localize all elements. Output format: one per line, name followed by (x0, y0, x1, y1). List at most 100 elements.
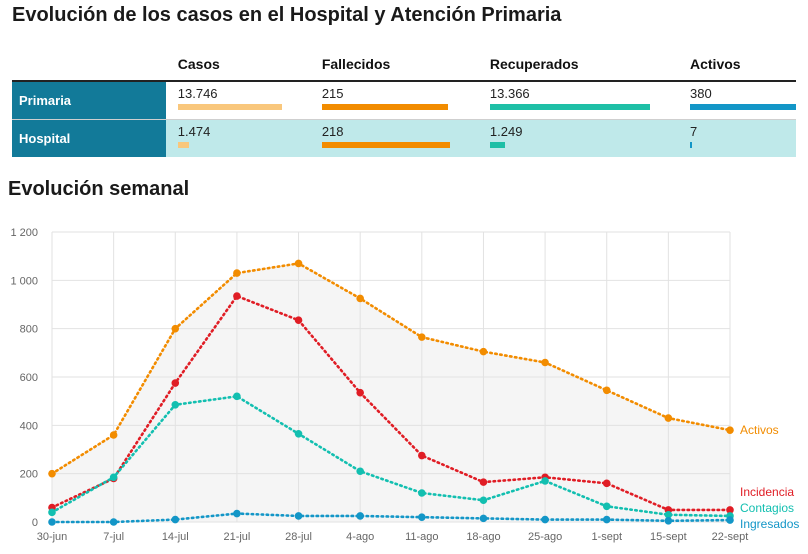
data-point-contagios (233, 392, 241, 401)
data-point-incidencia (479, 478, 488, 486)
data-point-ingresados (479, 514, 488, 523)
value-hospital-activos: 7 (690, 124, 698, 139)
cell-hospital-fallecidos: 218 (309, 119, 478, 157)
bar-primaria-recuperados (489, 104, 650, 110)
cell-primaria-recuperados: 13.366 (477, 81, 678, 120)
summary-col-recuperados: Recuperados (477, 52, 678, 82)
y-tick-label: 1 000 (10, 275, 38, 287)
data-point-activos (171, 324, 180, 333)
cell-primaria-fallecidos: 215 (309, 81, 478, 120)
data-point-incidencia (171, 379, 180, 387)
data-point-contagios (602, 502, 611, 511)
y-tick-label: 400 (20, 420, 38, 432)
page-title: Evolución de los casos en el Hospital y … (12, 4, 562, 26)
row-label-primaria: Primaria (12, 81, 166, 120)
value-hospital-recuperados: 1.249 (489, 124, 523, 139)
data-point-contagios (48, 508, 56, 517)
x-tick-label: 15-sept (650, 531, 687, 543)
data-point-ingresados (664, 516, 673, 525)
series-line-contagios (50, 394, 732, 518)
y-tick-label: 600 (20, 372, 38, 384)
data-point-activos (664, 414, 673, 422)
data-point-contagios (171, 400, 180, 409)
data-point-incidencia (233, 292, 241, 300)
data-point-ingresados (541, 515, 549, 524)
data-point-ingresados (294, 512, 303, 520)
cell-primaria-activos: 380 (678, 81, 796, 120)
bar-hospital-fallecidos (321, 142, 450, 148)
data-point-activos (479, 347, 488, 356)
series-label-contagios: Contagios (740, 501, 794, 515)
bar-primaria-fallecidos (321, 104, 448, 110)
x-tick-label: 21-jul (223, 531, 250, 543)
x-tick-label: 28-jul (285, 531, 312, 543)
y-tick-label: 200 (20, 469, 38, 481)
bar-hospital-casos (177, 142, 189, 148)
x-tick-label: 22-sept (712, 531, 749, 543)
value-primaria-fallecidos: 215 (321, 86, 344, 101)
data-point-activos (233, 269, 241, 277)
summary-table-header: Casos Fallecidos Recuperados Activos (12, 52, 796, 82)
weekly-evolution-chart: 0 200 400 600 800 1 000 1 200 30-jun 7-jul 14-jul… (10, 227, 799, 543)
series-line-ingresados (50, 512, 732, 524)
series-line-activos (50, 262, 732, 475)
data-point-incidencia (602, 479, 611, 488)
series-label-activos: Activos (740, 423, 779, 437)
cell-hospital-recuperados: 1.249 (477, 119, 678, 157)
x-tick-label: 25-ago (528, 531, 562, 543)
summary-row-primaria: Primaria 13.746 215 13.366 380 (12, 81, 796, 120)
data-point-ingresados (171, 515, 180, 524)
bar-hospital-activos (690, 142, 692, 148)
section-title: Evolución semanal (8, 178, 190, 200)
cell-primaria-casos: 13.746 (165, 81, 310, 120)
data-point-ingresados (726, 516, 734, 524)
data-point-incidencia (356, 388, 364, 397)
data-point-activos (356, 294, 364, 303)
data-point-contagios (479, 496, 488, 505)
data-point-contagios (664, 510, 673, 519)
data-point-ingresados (109, 518, 118, 526)
data-point-activos (602, 386, 611, 395)
series-label-ingresados: Ingresados (740, 517, 799, 531)
data-point-ingresados (356, 512, 364, 520)
cell-hospital-activos: 7 (678, 119, 796, 157)
row-label-hospital: Hospital (12, 119, 166, 157)
x-tick-label: 1-sept (591, 531, 622, 543)
data-point-contagios (418, 489, 426, 497)
bar-primaria-activos (690, 104, 796, 110)
value-hospital-fallecidos: 218 (321, 124, 344, 139)
x-tick-label: 7-jul (103, 531, 124, 543)
data-point-incidencia (726, 506, 734, 514)
value-primaria-activos: 380 (690, 86, 712, 101)
value-primaria-casos: 13.746 (177, 86, 218, 101)
data-point-contagios (541, 477, 549, 485)
x-tick-label: 11-ago (405, 531, 438, 543)
data-point-contagios (109, 473, 118, 482)
bar-hospital-recuperados (489, 142, 505, 148)
data-point-ingresados (418, 513, 426, 521)
x-tick-label: 18-ago (466, 531, 500, 543)
summary-col-casos: Casos (165, 52, 310, 82)
data-point-contagios (294, 429, 303, 438)
x-tick-label: 14-jul (162, 531, 189, 543)
cell-hospital-casos: 1.474 (165, 119, 310, 157)
summary-col-activos: Activos (678, 52, 796, 82)
data-point-ingresados (233, 509, 241, 518)
summary-col-fallecidos: Fallecidos (309, 52, 478, 82)
chart-area-fill (52, 263, 730, 522)
data-point-activos (418, 333, 426, 341)
data-point-incidencia (294, 316, 303, 325)
data-point-contagios (356, 467, 364, 476)
summary-col-empty (12, 52, 166, 82)
value-hospital-casos: 1.474 (177, 124, 211, 139)
data-point-incidencia (418, 451, 426, 460)
series-line-incidencia (50, 294, 732, 512)
data-point-activos (48, 469, 56, 478)
y-tick-label: 1 200 (10, 227, 38, 239)
x-tick-label: 4-ago (346, 531, 374, 543)
data-point-ingresados (48, 518, 56, 526)
data-point-activos (541, 358, 549, 367)
x-tick-label: 30-jun (37, 531, 68, 543)
value-primaria-recuperados: 13.366 (489, 86, 530, 101)
series-label-incidencia: Incidencia (740, 485, 794, 499)
